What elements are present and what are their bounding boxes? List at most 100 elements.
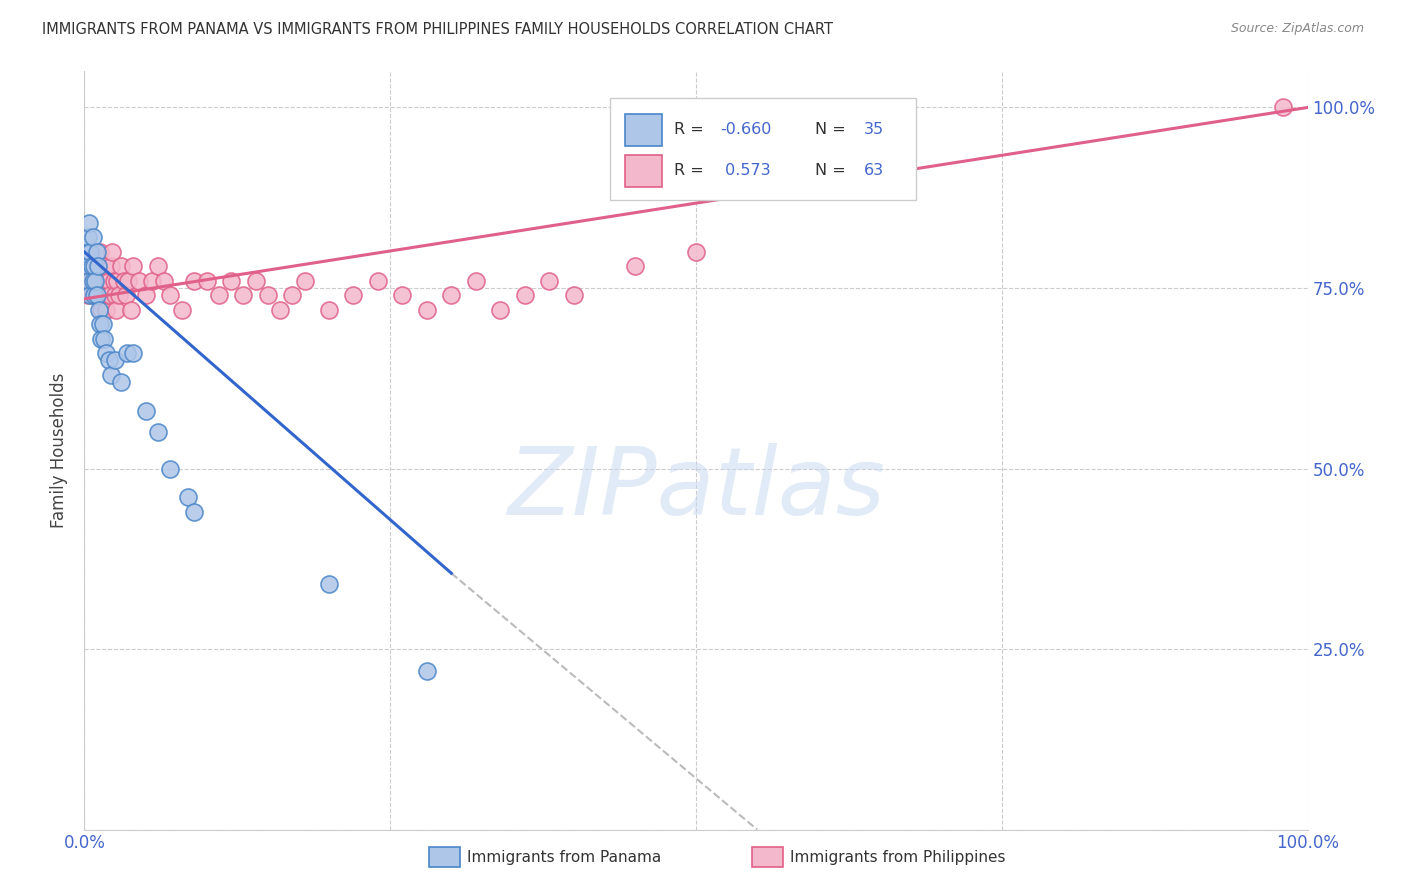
Point	[153, 274, 176, 288]
Text: IMMIGRANTS FROM PANAMA VS IMMIGRANTS FROM PHILIPPINES FAMILY HOUSEHOLDS CORRELAT: IMMIGRANTS FROM PANAMA VS IMMIGRANTS FRO…	[42, 22, 834, 37]
Point	[416, 302, 439, 317]
Point	[84, 274, 107, 288]
Point	[367, 274, 389, 288]
Point	[685, 244, 707, 259]
Text: R =: R =	[673, 163, 709, 178]
Point	[91, 317, 114, 331]
Point	[91, 288, 114, 302]
Point	[117, 274, 139, 288]
Point	[90, 332, 112, 346]
Point	[318, 577, 340, 591]
Point	[257, 288, 280, 302]
Point	[464, 274, 486, 288]
Text: ZIPatlas: ZIPatlas	[508, 442, 884, 534]
Point	[93, 274, 115, 288]
Point	[122, 260, 145, 274]
Point	[93, 332, 115, 346]
Text: Immigrants from Panama: Immigrants from Panama	[467, 850, 661, 864]
Point	[87, 260, 110, 274]
Point	[245, 274, 267, 288]
Point	[80, 244, 103, 259]
FancyBboxPatch shape	[626, 155, 662, 186]
Point	[183, 274, 205, 288]
Point	[82, 274, 104, 288]
Point	[105, 274, 128, 288]
Point	[86, 288, 108, 302]
Point	[77, 216, 100, 230]
Point	[195, 274, 218, 288]
Point	[538, 274, 561, 288]
Point	[77, 230, 100, 244]
Point	[183, 505, 205, 519]
Point	[90, 302, 112, 317]
Point	[122, 346, 145, 360]
Point	[83, 260, 105, 274]
Y-axis label: Family Households: Family Households	[51, 373, 69, 528]
Point	[97, 353, 120, 368]
Point	[86, 288, 108, 302]
Point	[103, 274, 125, 288]
Point	[232, 288, 254, 302]
Text: N =: N =	[814, 163, 851, 178]
Point	[146, 425, 169, 440]
Point	[172, 302, 194, 317]
Point	[146, 260, 169, 274]
Point	[83, 288, 105, 302]
Point	[624, 260, 647, 274]
Point	[101, 244, 124, 259]
Point	[80, 260, 103, 274]
Text: 0.573: 0.573	[720, 163, 770, 178]
Point	[513, 288, 536, 302]
Point	[115, 288, 138, 302]
Point	[440, 288, 463, 302]
Point	[79, 274, 101, 288]
Point	[489, 302, 512, 317]
Point	[104, 288, 127, 302]
Point	[112, 274, 135, 288]
Point	[89, 317, 111, 331]
Point	[135, 403, 157, 417]
Point	[318, 302, 340, 317]
Text: Immigrants from Philippines: Immigrants from Philippines	[790, 850, 1005, 864]
Point	[208, 288, 231, 302]
Text: 35: 35	[863, 122, 884, 137]
Point	[159, 461, 181, 475]
Point	[110, 260, 132, 274]
Point	[110, 375, 132, 389]
Point	[562, 288, 585, 302]
Point	[120, 302, 142, 317]
Point	[84, 274, 107, 288]
Point	[82, 230, 104, 244]
Point	[281, 288, 304, 302]
Point	[77, 260, 100, 274]
Point	[115, 346, 138, 360]
Point	[159, 288, 181, 302]
Point	[104, 353, 127, 368]
Point	[76, 244, 98, 259]
Point	[294, 274, 316, 288]
Point	[87, 260, 110, 274]
Point	[87, 274, 110, 288]
Point	[107, 288, 129, 302]
Point	[1272, 100, 1295, 114]
Point	[89, 244, 111, 259]
Text: N =: N =	[814, 122, 851, 137]
Point	[79, 288, 101, 302]
Point	[177, 491, 200, 505]
Point	[391, 288, 413, 302]
FancyBboxPatch shape	[626, 114, 662, 145]
Point	[94, 260, 117, 274]
Point	[79, 244, 101, 259]
Point	[77, 274, 100, 288]
Point	[100, 368, 122, 382]
Point	[77, 260, 100, 274]
Point	[98, 288, 121, 302]
Point	[97, 274, 120, 288]
Text: 63: 63	[863, 163, 884, 178]
Point	[105, 302, 128, 317]
Point	[97, 288, 120, 302]
Point	[96, 302, 118, 317]
Point	[83, 260, 105, 274]
Text: Source: ZipAtlas.com: Source: ZipAtlas.com	[1230, 22, 1364, 36]
Point	[100, 260, 122, 274]
